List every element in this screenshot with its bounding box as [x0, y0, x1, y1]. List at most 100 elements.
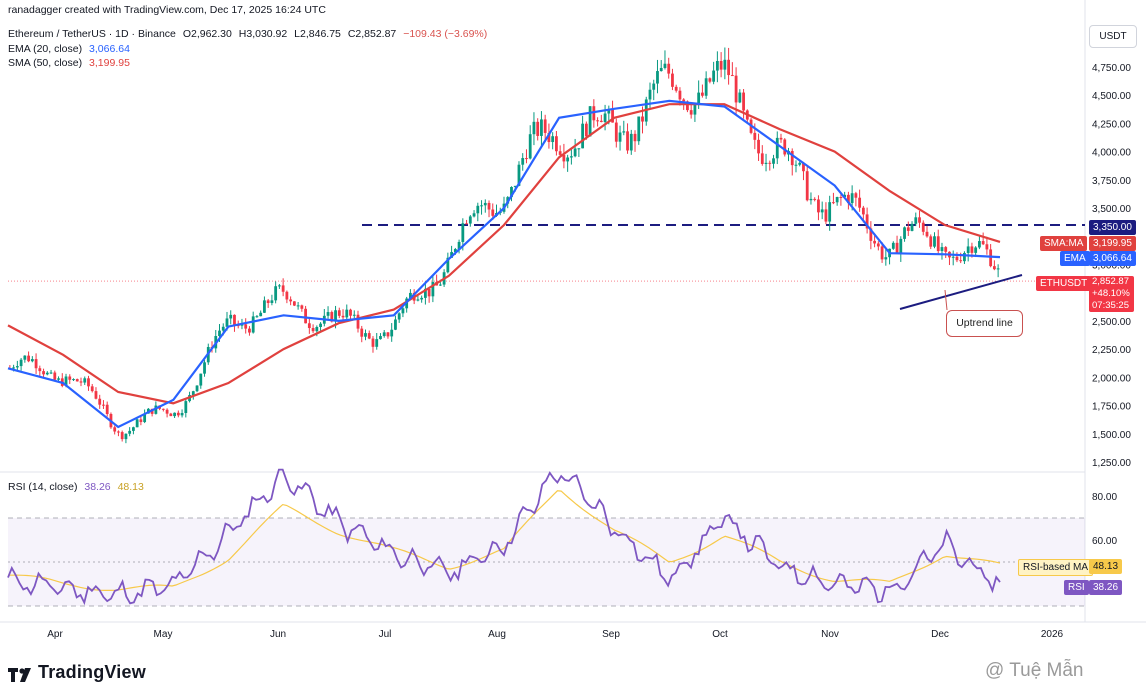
rsi-ma-name-tag: RSI-based MA: [1018, 559, 1094, 576]
candle-body: [970, 246, 974, 253]
rsi-legend[interactable]: RSI (14, close) 38.26 48.13: [8, 481, 144, 493]
sma-legend[interactable]: SMA (50, close) 3,199.95: [8, 57, 130, 69]
rsi-label: RSI (14, close): [8, 481, 78, 493]
rsi-band: [8, 518, 1085, 606]
candle-body: [240, 324, 244, 326]
candle-body: [656, 71, 659, 84]
candle-body: [513, 185, 517, 187]
candle-body: [914, 217, 918, 224]
candle-body: [963, 252, 966, 262]
candle-body: [386, 332, 390, 337]
candle-body: [566, 157, 570, 162]
tradingview-logo[interactable]: TradingView: [8, 662, 146, 683]
candle-body: [779, 137, 783, 140]
grid: [0, 0, 1146, 623]
candle-body: [416, 299, 420, 301]
candle-body: [828, 202, 832, 222]
close-value: C2,852.87: [347, 28, 397, 40]
candle-body: [356, 314, 360, 329]
ema-legend[interactable]: EMA (20, close) 3,066.64: [8, 43, 130, 55]
candle-body: [23, 355, 27, 360]
candle-body: [614, 122, 618, 142]
candle-body: [176, 412, 180, 416]
candle-body: [790, 150, 794, 166]
candle-body: [277, 285, 281, 287]
sma-50-line: [7, 103, 1001, 405]
candle-body: [420, 297, 424, 300]
candle-body: [79, 381, 83, 383]
candle-body: [704, 78, 708, 96]
candle-body: [802, 162, 805, 172]
sma-price-tag: 3,199.95: [1089, 236, 1136, 251]
candle-body: [57, 378, 60, 380]
candle-body: [307, 323, 311, 329]
candle-body: [251, 316, 255, 333]
price-axis-label: 4,500.00: [1092, 91, 1131, 102]
candle-body: [98, 398, 102, 405]
candle-body: [981, 241, 985, 245]
candle-body: [229, 314, 233, 319]
currency-button[interactable]: USDT: [1089, 25, 1137, 48]
candle-body: [540, 119, 543, 136]
candle-body: [517, 164, 521, 186]
candle-body: [525, 158, 528, 160]
rsi-axis-label: 60.00: [1092, 536, 1117, 547]
last-price: 2,852.87: [1092, 276, 1129, 287]
ema-value: 3,066.64: [89, 43, 130, 55]
candle-body: [330, 312, 334, 322]
price-axis-label: 2,000.00: [1092, 373, 1131, 384]
candle-body: [394, 319, 397, 330]
candle-body: [663, 63, 667, 68]
candle-body: [375, 339, 379, 347]
candle-body: [978, 241, 981, 248]
ema-20-line: [7, 99, 1001, 429]
candle-body: [453, 249, 457, 253]
candle-body: [715, 61, 719, 71]
candle-body: [562, 154, 566, 162]
candle-body: [255, 316, 259, 318]
candle-body: [199, 373, 203, 386]
candle-body: [712, 70, 716, 82]
candle-body: [461, 223, 465, 242]
candle-body: [648, 89, 652, 100]
candle-body: [113, 427, 117, 432]
candle-body: [285, 291, 289, 300]
candle-body: [315, 326, 319, 332]
candle-body: [940, 247, 944, 252]
candle-body: [532, 121, 536, 135]
candle-body: [427, 288, 431, 297]
candle-body: [641, 116, 644, 122]
candle-body: [839, 196, 843, 198]
price-axis-label: 1,750.00: [1092, 402, 1131, 413]
symbol-name-tag: ETHUSDT: [1036, 276, 1092, 291]
candle-body: [674, 86, 678, 91]
candle-body: [659, 67, 663, 72]
time-axis-label: Nov: [821, 629, 839, 640]
candle-body: [599, 120, 603, 122]
candle-body: [510, 186, 513, 198]
uptrend-support-line: [899, 274, 1023, 310]
candle-body: [364, 333, 367, 337]
symbol-title[interactable]: Ethereum / TetherUS · 1D · Binance: [8, 28, 176, 40]
candle-body: [899, 238, 903, 254]
candle-body: [221, 326, 225, 331]
candle-body: [992, 266, 996, 270]
candle-body: [438, 284, 442, 286]
change-value: −109.43 (−3.69%): [403, 28, 488, 40]
candle-body: [891, 242, 895, 249]
candle-body: [629, 133, 633, 151]
candle-body: [195, 385, 199, 392]
candle-body: [468, 216, 472, 224]
candle-body: [225, 318, 229, 327]
rsi-price-tag: 38.26: [1089, 580, 1123, 595]
candle-body: [431, 281, 435, 297]
moving-averages: [7, 99, 1001, 429]
candle-body: [457, 241, 461, 250]
candle-body: [689, 110, 693, 115]
price-axis-label: 3,500.00: [1092, 204, 1131, 215]
candle-body: [203, 362, 206, 374]
candle-body: [843, 194, 847, 198]
candle-body: [742, 92, 745, 111]
time-axis-label: Jul: [379, 629, 392, 640]
